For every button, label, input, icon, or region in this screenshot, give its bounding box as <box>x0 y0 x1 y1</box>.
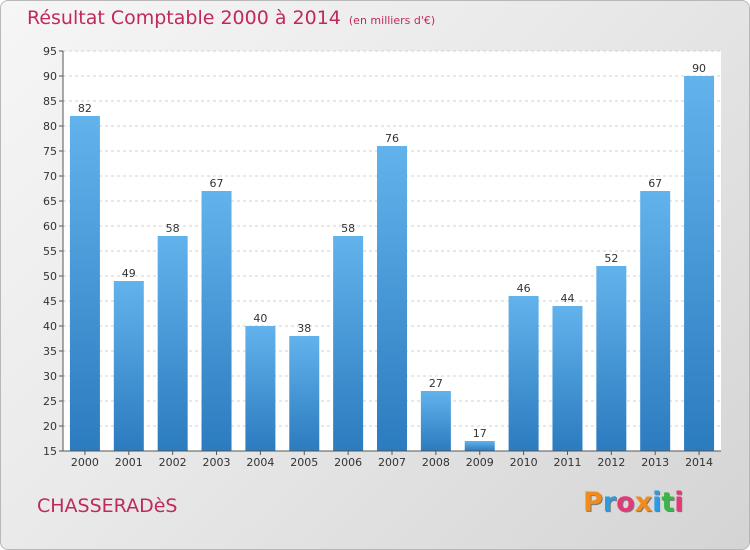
y-tick-label: 80 <box>43 120 57 133</box>
data-label: 58 <box>166 222 180 235</box>
logo-letter: i <box>652 487 662 518</box>
data-label: 27 <box>429 377 443 390</box>
x-tick-label: 2012 <box>597 456 625 469</box>
bar <box>508 296 539 451</box>
x-tick-label: 2007 <box>378 456 406 469</box>
y-tick-label: 50 <box>43 270 57 283</box>
y-tick-label: 70 <box>43 170 57 183</box>
data-label: 67 <box>210 177 224 190</box>
x-tick-label: 2004 <box>246 456 274 469</box>
bar <box>464 441 495 451</box>
bar <box>113 281 144 451</box>
bars: 82 49 58 67 40 38 58 76 27 17 46 44 52 67 90 <box>69 62 715 451</box>
y-tick-label: 20 <box>43 420 57 433</box>
y-tick-label: 35 <box>43 345 57 358</box>
x-tick-label: 2002 <box>159 456 187 469</box>
y-tick-label: 65 <box>43 195 57 208</box>
y-axis: 15 20 25 30 35 40 45 50 55 60 65 70 75 80 85 90 95 <box>43 45 64 458</box>
x-tick-label: 2006 <box>334 456 362 469</box>
y-tick-label: 90 <box>43 70 57 83</box>
x-axis: 2000 2001 2002 2003 2004 2005 2006 2007 2008 2009… <box>63 450 721 469</box>
x-tick-label: 2008 <box>422 456 450 469</box>
bar <box>640 191 671 451</box>
x-tick-label: 2003 <box>203 456 231 469</box>
bar <box>333 236 364 451</box>
y-tick-label: 85 <box>43 95 57 108</box>
logo-letter: x <box>634 487 653 518</box>
bar <box>684 76 715 451</box>
data-label: 58 <box>341 222 355 235</box>
x-tick-label: 2009 <box>466 456 494 469</box>
bar <box>201 191 232 451</box>
x-tick-label: 2001 <box>115 456 143 469</box>
y-tick-label: 60 <box>43 220 57 233</box>
chart-subtitle: (en milliers d'€) <box>348 14 436 27</box>
logo-letter: t <box>661 487 675 518</box>
logo-letter: o <box>616 487 635 518</box>
bar <box>69 116 100 451</box>
data-label: 82 <box>78 102 92 115</box>
bar <box>377 146 407 451</box>
y-tick-label: 15 <box>43 445 57 458</box>
data-label: 90 <box>692 62 706 75</box>
data-label: 76 <box>385 132 399 145</box>
data-label: 49 <box>122 267 136 280</box>
data-label: 52 <box>604 252 618 265</box>
x-tick-label: 2013 <box>641 456 669 469</box>
x-tick-label: 2010 <box>510 456 538 469</box>
data-label: 44 <box>560 292 574 305</box>
y-tick-label: 95 <box>43 45 57 58</box>
logo-letter: P <box>583 487 603 518</box>
y-tick-label: 25 <box>43 395 57 408</box>
y-tick-label: 40 <box>43 320 57 333</box>
logo-letter: i <box>674 487 684 518</box>
data-label: 46 <box>517 282 531 295</box>
bar <box>596 266 627 451</box>
bar <box>245 326 276 451</box>
commune-name: CHASSERADèS <box>37 495 178 517</box>
bar <box>289 336 320 451</box>
x-tick-label: 2014 <box>685 456 713 469</box>
logo-letter: r <box>602 487 617 518</box>
x-tick-label: 2005 <box>290 456 318 469</box>
y-tick-label: 45 <box>43 295 57 308</box>
chart-title: Résultat Comptable 2000 à 2014 (en millie… <box>27 7 435 29</box>
x-tick-label: 2000 <box>71 456 99 469</box>
bar <box>157 236 188 451</box>
x-tick-label: 2011 <box>553 456 581 469</box>
data-label: 40 <box>253 312 267 325</box>
y-tick-label: 55 <box>43 245 57 258</box>
data-label: 17 <box>473 427 487 440</box>
bar <box>420 391 451 451</box>
data-label: 38 <box>297 322 311 335</box>
chart-title-text: Résultat Comptable 2000 à 2014 <box>27 7 341 29</box>
proxiti-logo: Proxiti <box>583 487 684 518</box>
y-tick-label: 75 <box>43 145 57 158</box>
y-tick-label: 30 <box>43 370 57 383</box>
bar <box>552 306 583 451</box>
data-label: 67 <box>648 177 662 190</box>
